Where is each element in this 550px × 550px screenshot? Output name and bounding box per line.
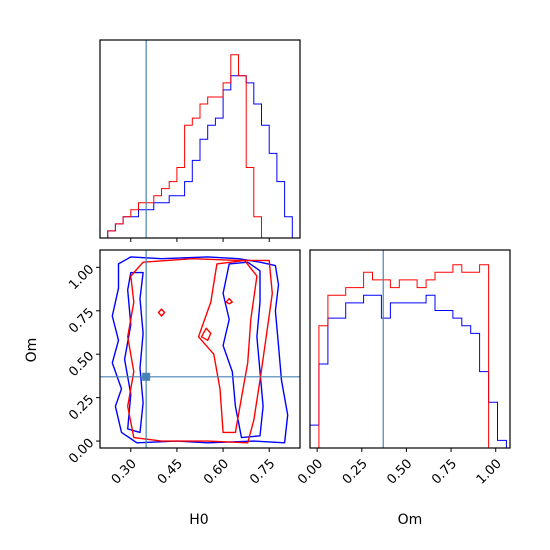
h0-tick-label: 0.75 [247, 456, 278, 487]
om-histogram-series-1 [310, 264, 507, 448]
panel-frame-top [99, 39, 301, 239]
contour-4 [197, 259, 258, 434]
om-x-tick-label: 0.25 [340, 456, 371, 487]
contour-6 [157, 308, 166, 317]
om-x-tick-label: 0.00 [295, 456, 326, 487]
h0-tick-label: 0.45 [155, 456, 186, 487]
x-axis-label-om: Om [398, 512, 423, 528]
x-axis-label-h0: H0 [189, 512, 208, 528]
contour-2 [123, 271, 144, 434]
h0-tick-label: 0.60 [201, 456, 232, 487]
panel-frame-right [309, 249, 511, 449]
truth-marker [142, 372, 151, 381]
contour-7 [225, 297, 234, 305]
om-x-tick-label: 0.50 [384, 456, 415, 487]
om-histogram-series-0 [310, 294, 507, 448]
plot-data-layer [100, 40, 507, 448]
om-y-tick-label: 0.00 [66, 436, 97, 467]
om-x-tick-labels: 0.00 0.25 0.50 0.75 1.00 [295, 456, 505, 487]
om-x-tick-label: 1.00 [474, 456, 505, 487]
contour-3 [126, 258, 273, 444]
om-y-tick-labels: 0.00 0.25 0.50 0.75 1.00 [66, 262, 97, 467]
om-y-tick-label: 0.50 [66, 349, 97, 380]
om-y-tick-label: 0.75 [66, 305, 97, 336]
h0-histogram-series-1 [100, 54, 300, 238]
om-x-tick-label: 0.75 [429, 456, 460, 487]
om-y-tick-label: 1.00 [66, 262, 97, 293]
panel-frame-left [99, 249, 301, 449]
contour-1 [222, 261, 264, 439]
h0-histogram-series-0 [100, 75, 300, 238]
contour-5 [200, 327, 212, 341]
plot-frames-layer [99, 39, 511, 449]
h0-tick-label: 0.30 [109, 456, 140, 487]
y-axis-label-om: Om [24, 338, 40, 363]
contour-0 [111, 256, 289, 444]
h0-tick-labels: 0.30 0.45 0.60 0.75 [109, 456, 279, 487]
tick-marks-layer [96, 238, 497, 452]
om-y-tick-label: 0.25 [66, 392, 97, 423]
